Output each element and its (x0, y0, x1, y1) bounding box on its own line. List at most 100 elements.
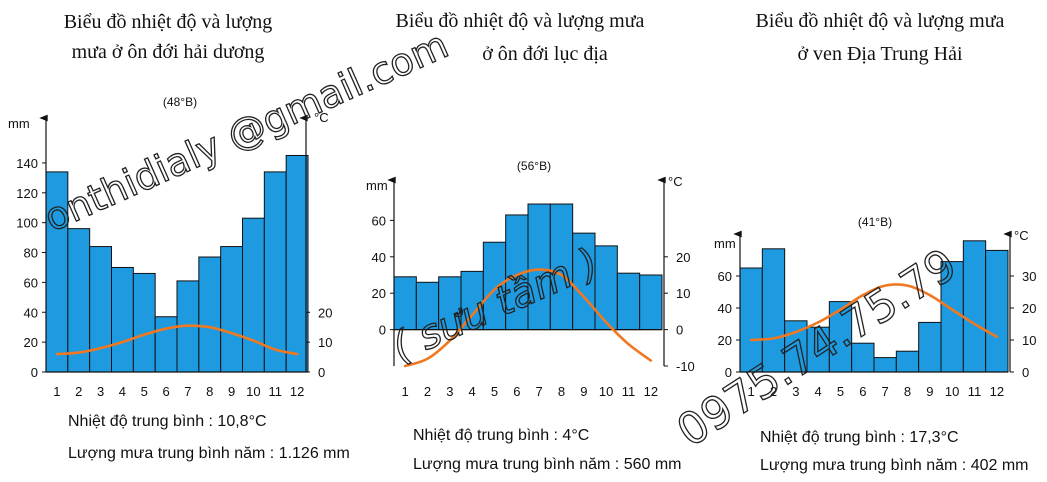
x-tick-label: 10 (945, 384, 959, 399)
x-tick-label: 12 (290, 384, 304, 399)
temperature-line (55, 324, 299, 356)
y2-tick-label: 0 (1022, 365, 1029, 380)
y2-tick-label: -10 (676, 359, 695, 374)
y-tick-label: 120 (16, 186, 38, 201)
rainfall-bar (132, 272, 156, 373)
x-tick-label: 8 (904, 384, 911, 399)
y-axis-unit-right: °C (668, 174, 683, 189)
x-tick-label: 1 (53, 384, 60, 399)
rainfall-bar (918, 321, 942, 373)
y2-tick-label: 20 (318, 305, 332, 320)
y-tick-label: 0 (379, 323, 386, 338)
average-rainfall-label: Lượng mưa trung bình năm : 402 mm (760, 457, 1028, 474)
x-tick-label: 9 (580, 384, 587, 399)
x-tick-label: 5 (141, 384, 148, 399)
y2-tick-label: 20 (676, 250, 690, 265)
y-tick-label: 60 (24, 275, 38, 290)
y2-tick-label: 10 (676, 286, 690, 301)
rainfall-bar (242, 217, 265, 373)
chart-title-line-2: ở ven Địa Trung Hải (797, 43, 962, 65)
y-tick-label: 40 (718, 301, 732, 316)
y2-tick-label: 20 (1022, 301, 1036, 316)
temperature-line (749, 283, 999, 342)
x-tick-label: 10 (246, 384, 260, 399)
x-tick-label: 8 (558, 384, 565, 399)
x-tick-label: 6 (162, 384, 169, 399)
y2-tick-label: 0 (318, 365, 325, 380)
y-tick-label: 0 (725, 365, 732, 380)
rainfall-bar (895, 350, 920, 373)
rainfall-bar (285, 154, 309, 373)
x-tick-label: 3 (792, 384, 799, 399)
x-tick-label: 6 (513, 384, 520, 399)
chart-title-line-1: Biểu đồ nhiệt độ và lượng (64, 11, 273, 33)
x-tick-label: 4 (119, 384, 126, 399)
average-rainfall-label: Lượng mưa trung bình năm : 560 mm (413, 456, 681, 473)
x-tick-label: 1 (402, 384, 409, 399)
y-axis-unit-right: °C (314, 110, 329, 125)
x-tick-label: 12 (644, 384, 658, 399)
latitude-label: (41°B) (858, 215, 892, 229)
y-tick-label: 20 (718, 333, 732, 348)
x-tick-label: 5 (837, 384, 844, 399)
rainfall-bar (873, 357, 897, 373)
chart-title-line-2: ở ôn đới lục địa (482, 43, 608, 65)
watermarks: onthidialy @gmail.com ( sưu tầm ) 0975.7… (37, 22, 967, 458)
rainfall-bar (154, 316, 178, 373)
chart-continental-temperate: Biểu đồ nhiệt độ và lượng mưa ở ôn đới l… (366, 10, 695, 473)
x-tick-label: 5 (491, 384, 498, 399)
x-tick-label: 2 (424, 384, 431, 399)
y2-tick-label: 30 (1022, 269, 1036, 284)
rainfall-bar (89, 246, 112, 373)
x-tick-label: 7 (536, 384, 543, 399)
x-tick-label: 3 (97, 384, 104, 399)
x-tick-label: 11 (622, 384, 636, 399)
temperature-line (403, 268, 653, 368)
average-temperature-label: Nhiệt độ trung bình : 17,3°C (760, 429, 959, 446)
average-rainfall-label: Lượng mưa trung bình năm : 1.126 mm (68, 445, 350, 462)
y2-tick-label: 10 (1022, 333, 1036, 348)
x-tick-label: 11 (968, 384, 982, 399)
rainfall-bar (639, 274, 663, 331)
x-tick-label: 11 (269, 384, 283, 399)
chart-title-line-1: Biểu đồ nhiệt độ và lượng mưa (756, 10, 1005, 32)
x-tick-label: 8 (206, 384, 213, 399)
x-tick-label: 3 (446, 384, 453, 399)
y2-tick-label: 0 (676, 323, 683, 338)
x-tick-label: 9 (228, 384, 235, 399)
rainfall-bar (111, 266, 134, 373)
x-tick-label: 12 (990, 384, 1004, 399)
rainfall-bar (594, 245, 618, 331)
y-tick-label: 80 (24, 246, 38, 261)
latitude-label: (48°B) (163, 95, 197, 109)
chart-title-line-2: mưa ở ôn đới hải dương (72, 41, 265, 63)
y-axis-unit-left: mm (8, 116, 30, 131)
x-tick-label: 7 (184, 384, 191, 399)
rainfall-bar (985, 249, 1009, 373)
chart-title-line-1: Biểu đồ nhiệt độ và lượng mưa (396, 10, 645, 32)
y-tick-label: 0 (31, 365, 38, 380)
rainfall-bar (220, 246, 244, 373)
chart-mediterranean: Biểu đồ nhiệt độ và lượng mưa ở ven Địa … (714, 10, 1036, 474)
x-tick-label: 2 (75, 384, 82, 399)
rainfall-bar (616, 272, 641, 331)
y-tick-label: 20 (372, 286, 386, 301)
y-axis-unit-left: mm (366, 178, 388, 193)
y-tick-label: 20 (24, 335, 38, 350)
x-tick-label: 4 (469, 384, 476, 399)
y-tick-label: 60 (372, 213, 386, 228)
rainfall-bar (962, 240, 987, 373)
y-tick-label: 40 (372, 250, 386, 265)
y2-tick-label: 10 (318, 335, 332, 350)
x-tick-label: 9 (926, 384, 933, 399)
rainfall-bar (263, 171, 287, 373)
x-tick-label: 4 (815, 384, 822, 399)
rainfall-bar (198, 256, 222, 373)
y-tick-label: 140 (16, 156, 38, 171)
average-temperature-label: Nhiệt độ trung bình : 10,8°C (68, 413, 267, 430)
latitude-label: (56°B) (517, 159, 551, 173)
x-tick-label: 1 (748, 384, 755, 399)
